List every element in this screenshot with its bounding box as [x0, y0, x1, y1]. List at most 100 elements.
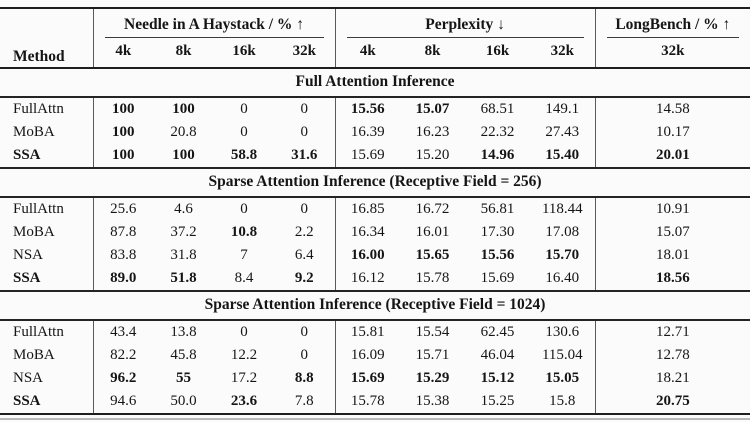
table-row: NSA 83.8 31.8 7 6.4 16.00 15.65 15.56 15.70 18.01: [0, 244, 750, 267]
value-cell: 16.85: [334, 197, 401, 221]
value-cell: 0: [240, 324, 248, 340]
subcol-ppl-32k: 32k: [530, 39, 596, 69]
value-cell: 2.2: [294, 224, 314, 240]
value-cell: 16.00: [334, 244, 401, 267]
value-cell: 17.30: [480, 224, 515, 240]
subcol-needle-8k: 8k: [153, 39, 214, 69]
method-cell: FullAttn: [13, 101, 64, 117]
value-cell: 15.69: [334, 367, 401, 390]
value-cell: 87.8: [92, 221, 153, 244]
value-cell: 100: [172, 101, 195, 117]
value-cell: 15.69: [334, 144, 401, 168]
value-cell: 15.38: [415, 393, 450, 409]
method-cell: FullAttn: [13, 324, 64, 340]
value-cell: 43.4: [92, 320, 153, 344]
method-cell: MoBA: [13, 347, 55, 363]
value-cell: 16.01: [415, 224, 450, 240]
value-cell: 50.0: [170, 393, 197, 409]
value-cell: 15.29: [415, 370, 450, 386]
value-cell: 15.71: [415, 347, 450, 363]
value-cell: 0: [240, 101, 248, 117]
value-cell: 15.25: [480, 393, 515, 409]
value-cell: 15.40: [545, 147, 580, 163]
value-cell: 8.4: [234, 270, 254, 286]
method-cell: NSA: [13, 247, 44, 263]
value-cell: 16.34: [334, 221, 401, 244]
value-cell: 22.32: [480, 124, 515, 140]
value-cell: 96.2: [92, 367, 153, 390]
value-cell: 31.8: [170, 247, 197, 263]
value-cell: 37.2: [170, 224, 197, 240]
table-row: MoBA 87.8 37.2 10.8 2.2 16.34 16.01 17.30 17.08 1…: [0, 221, 750, 244]
subcol-ppl-4k: 4k: [334, 39, 401, 69]
group-header-perplexity-label: Perplexity ↓: [346, 16, 584, 38]
value-cell: 15.70: [545, 247, 580, 263]
value-cell: 23.6: [230, 393, 258, 409]
value-cell: 7.8: [294, 393, 314, 409]
value-cell: 15.12: [480, 370, 515, 386]
value-cell: 15.05: [545, 370, 580, 386]
value-cell: 9.2: [294, 270, 314, 286]
value-cell: 100: [172, 147, 195, 163]
value-cell: 15.8: [549, 393, 576, 409]
value-cell: 15.78: [415, 270, 450, 286]
value-cell: 7: [240, 247, 248, 263]
value-cell: 89.0: [92, 267, 153, 291]
value-cell: 15.65: [415, 247, 450, 263]
value-cell: 51.8: [170, 270, 197, 286]
value-cell: 45.8: [170, 347, 197, 363]
value-cell: 20.75: [594, 390, 750, 414]
table-header: Method Needle in A Haystack / % ↑ Perple…: [0, 8, 750, 69]
value-cell: 0: [240, 201, 248, 217]
value-cell: 20.01: [594, 144, 750, 168]
value-cell: 15.20: [415, 147, 450, 163]
value-cell: 100: [92, 97, 153, 121]
value-cell: 130.6: [545, 324, 580, 340]
value-cell: 118.44: [541, 201, 583, 217]
table-row: SSA 94.6 50.0 23.6 7.8 15.78 15.38 15.25 15.8 20.…: [0, 390, 750, 414]
method-cell: MoBA: [13, 124, 55, 140]
value-cell: 10.17: [594, 121, 750, 144]
section-title: Sparse Attention Inference (Receptive Fi…: [0, 167, 750, 198]
subcol-needle-32k: 32k: [274, 39, 336, 69]
method-cell: SSA: [13, 270, 41, 286]
results-table: Method Needle in A Haystack / % ↑ Perple…: [0, 7, 750, 415]
value-cell: 58.8: [230, 147, 258, 163]
subcol-longbench-32k: 32k: [594, 39, 750, 69]
subcol-ppl-8k: 8k: [400, 39, 466, 69]
value-cell: 31.6: [291, 147, 318, 163]
table-row: FullAttn 25.6 4.6 0 0 16.85 16.72 56.81 118.44 10…: [0, 197, 750, 221]
value-cell: 68.51: [480, 101, 515, 117]
value-cell: 15.56: [480, 247, 515, 263]
section-title: Sparse Attention Inference (Receptive Fi…: [0, 290, 750, 321]
value-cell: 100: [92, 144, 153, 168]
value-cell: 27.43: [545, 124, 580, 140]
value-cell: 25.6: [92, 197, 153, 221]
value-cell: 94.6: [92, 390, 153, 414]
value-cell: 18.21: [594, 367, 750, 390]
value-cell: 0: [300, 101, 309, 117]
value-cell: 55: [176, 370, 191, 386]
section-band-row: Sparse Attention Inference (Receptive Fi…: [0, 167, 750, 198]
value-cell: 15.69: [480, 270, 515, 286]
section-band-row: Sparse Attention Inference (Receptive Fi…: [0, 290, 750, 321]
value-cell: 14.96: [480, 147, 515, 163]
value-cell: 17.2: [230, 370, 258, 386]
value-cell: 15.81: [334, 320, 401, 344]
value-cell: 8.8: [294, 370, 314, 386]
table-row: MoBA 100 20.8 0 0 16.39 16.23 22.32 27.43 10.17: [0, 121, 750, 144]
value-cell: 0: [300, 201, 309, 217]
value-cell: 0: [300, 324, 309, 340]
value-cell: 4.6: [174, 201, 193, 217]
value-cell: 14.58: [594, 97, 750, 121]
value-cell: 15.54: [415, 324, 450, 340]
value-cell: 16.09: [334, 344, 401, 367]
table-body: Full Attention Inference FullAttn 100 100 0 0…: [0, 67, 750, 414]
value-cell: 20.8: [170, 124, 197, 140]
subcol-ppl-16k: 16k: [465, 39, 531, 69]
table-row: FullAttn 43.4 13.8 0 0 15.81 15.54 62.45 130.6 12…: [0, 320, 750, 344]
value-cell: 6.4: [294, 247, 314, 263]
value-cell: 15.07: [415, 101, 450, 117]
value-cell: 13.8: [170, 324, 197, 340]
